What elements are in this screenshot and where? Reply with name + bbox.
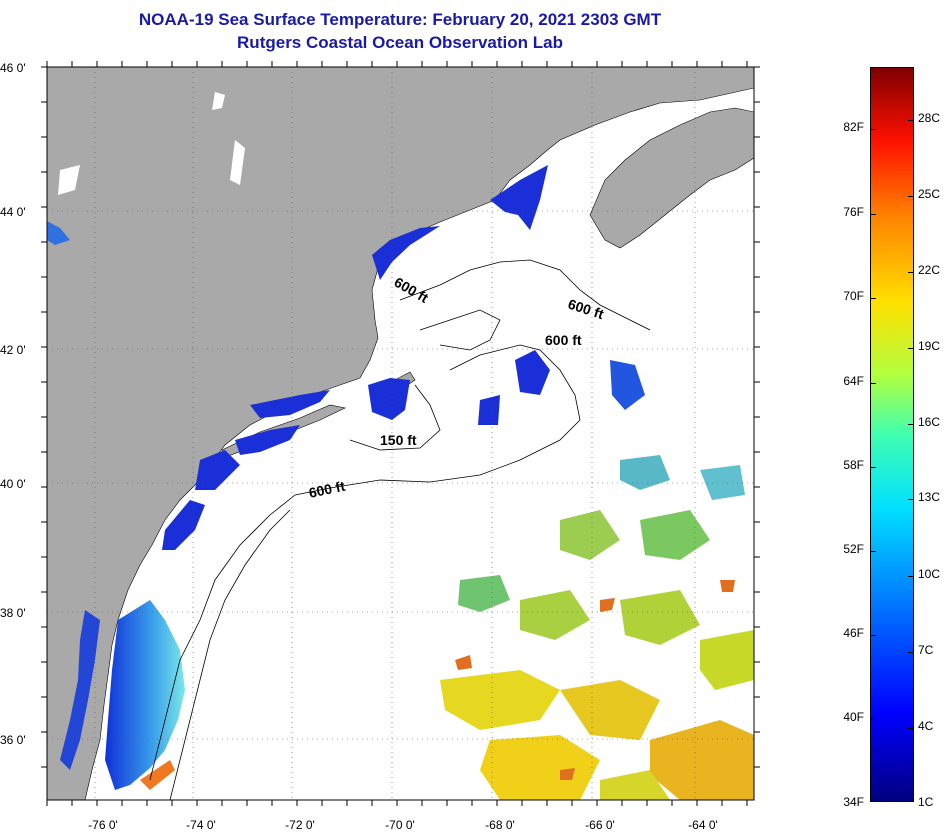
lon-label-70: -70 0': [385, 818, 415, 832]
colorbar-tick-c: [908, 272, 914, 273]
colorbar-label-22c: 22C: [918, 263, 941, 277]
colorbar-label-10c: 10C: [918, 567, 941, 581]
colorbar-label-7c: 7C: [918, 643, 934, 657]
lon-label-66: -66 0': [585, 818, 615, 832]
land-nova-scotia: [589, 107, 754, 249]
lat-label-40: 40 0': [0, 477, 26, 491]
colorbar-tick-f: [870, 551, 876, 552]
colorbar-tick-f: [870, 383, 876, 384]
colorbar-tick-c: [908, 728, 914, 729]
lat-label-44: 44 0': [0, 205, 26, 219]
sst-offshore-warm: [140, 455, 754, 800]
colorbar-label-64f: 64F: [843, 374, 864, 388]
colorbar-tick-f: [870, 467, 876, 468]
colorbar-tick-c: [908, 424, 914, 425]
colorbar-label-16c: 16C: [918, 415, 941, 429]
colorbar-tick-f: [870, 801, 876, 802]
colorbar-label-70f: 70F: [843, 289, 864, 303]
axis-ticks: [41, 61, 760, 806]
land-mainland: [47, 67, 754, 800]
colorbar-tick-c: [908, 499, 914, 500]
colorbar-label-82f: 82F: [843, 120, 864, 134]
colorbar-tick-f: [870, 635, 876, 636]
temperature-colorbar: [870, 67, 914, 802]
lat-label-38: 38 0': [0, 606, 26, 620]
lat-label-36: 36 0': [0, 733, 26, 747]
colorbar-tick-f: [870, 214, 876, 215]
lon-label-72: -72 0': [285, 818, 315, 832]
colorbar-label-13c: 13C: [918, 490, 941, 504]
map-gridlines: [47, 67, 754, 800]
map-frame: [46, 66, 755, 801]
colorbar-label-34f: 34F: [843, 795, 864, 809]
lon-label-76: -76 0': [88, 818, 118, 832]
colorbar-tick-f: [870, 719, 876, 720]
bathymetry-contours: [149, 259, 651, 800]
sst-coastal-cold: [47, 165, 645, 790]
map-title: NOAA-19 Sea Surface Temperature: Februar…: [138, 10, 662, 29]
lon-label-68: -68 0': [485, 818, 515, 832]
colorbar-tick-f: [870, 298, 876, 299]
colorbar-label-4c: 4C: [918, 719, 934, 733]
colorbar-tick-c: [908, 576, 914, 577]
lon-label-74: -74 0': [186, 818, 216, 832]
colorbar-label-52f: 52F: [843, 542, 864, 556]
colorbar-tick-c: [908, 348, 914, 349]
colorbar-label-28c: 28C: [918, 111, 941, 125]
contour-label-600ft-4: 600 ft: [307, 478, 346, 501]
colorbar-tick-c: [908, 120, 914, 121]
contour-label-600ft-3: 600 ft: [545, 332, 582, 348]
chesapeake-bay: [60, 610, 100, 770]
colorbar-label-40f: 40F: [843, 710, 864, 724]
colorbar-label-46f: 46F: [843, 626, 864, 640]
colorbar-label-19c: 19C: [918, 339, 941, 353]
colorbar-label-25c: 25C: [918, 187, 941, 201]
colorbar-tick-c: [908, 652, 914, 653]
lon-label-64: -64 0': [688, 818, 718, 832]
colorbar-label-58f: 58F: [843, 458, 864, 472]
colorbar-label-76f: 76F: [843, 205, 864, 219]
colorbar-tick-c: [908, 196, 914, 197]
contour-label-150ft: 150 ft: [380, 432, 417, 448]
map-subtitle: Rutgers Coastal Ocean Observation Lab: [237, 33, 563, 52]
colorbar-tick-f: [870, 129, 876, 130]
colorbar-label-1c: 1C: [918, 795, 934, 809]
lat-label-46: 46 0': [0, 61, 26, 75]
lat-label-42: 42 0': [0, 343, 26, 357]
